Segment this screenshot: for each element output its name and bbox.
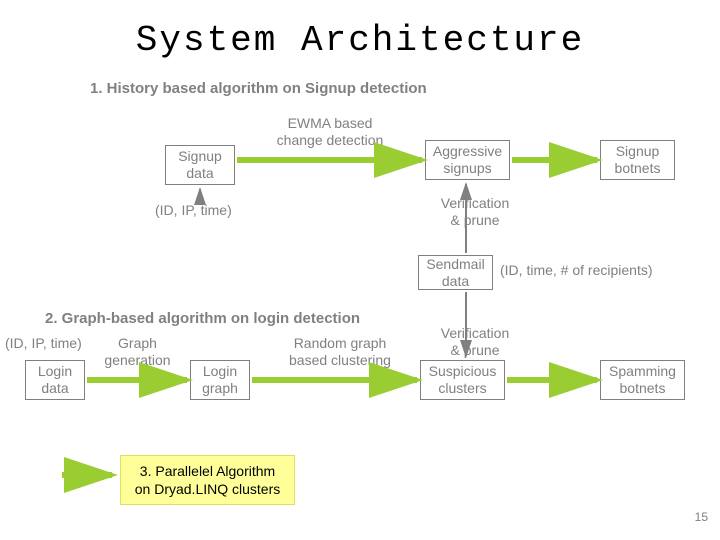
id-time-recip: (ID, time, # of recipients): [500, 262, 653, 279]
signup-botnets-box: Signupbotnets: [600, 140, 675, 180]
signup-data-box: Signupdata: [165, 145, 235, 185]
page-title: System Architecture: [0, 0, 720, 61]
login-graph-box: Logingraph: [190, 360, 250, 400]
verify-prune-1: Verification& prune: [430, 195, 520, 229]
section-1-label: 1. History based algorithm on Signup det…: [90, 80, 427, 97]
verify-prune-2: Verification& prune: [430, 325, 520, 359]
sendmail-data-box: Sendmaildata: [418, 255, 493, 290]
graph-gen-label: Graphgeneration: [100, 335, 175, 369]
section-2-label: 2. Graph-based algorithm on login detect…: [45, 310, 360, 327]
aggressive-signups-box: Aggressivesignups: [425, 140, 510, 180]
login-data-box: Logindata: [25, 360, 85, 400]
suspicious-clusters-box: Suspiciousclusters: [420, 360, 505, 400]
page-number: 15: [695, 510, 708, 524]
spamming-botnets-box: Spammingbotnets: [600, 360, 685, 400]
id-ip-time-2: (ID, IP, time): [5, 335, 82, 352]
section-3-box: 3. Parallelel Algorithm on Dryad.LINQ cl…: [120, 455, 295, 505]
ewma-label: EWMA basedchange detection: [260, 115, 400, 149]
random-graph-label: Random graphbased clustering: [275, 335, 405, 369]
id-ip-time-1: (ID, IP, time): [155, 202, 232, 219]
